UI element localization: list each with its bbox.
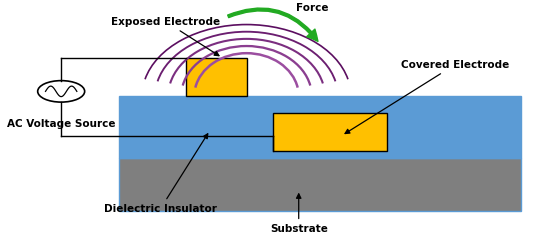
Text: Exposed Electrode: Exposed Electrode (111, 17, 220, 56)
Bar (273, 113, 387, 151)
Text: AC Voltage Source: AC Voltage Source (7, 119, 116, 129)
Text: Force: Force (296, 3, 328, 13)
Bar (186, 58, 246, 96)
Text: Substrate: Substrate (270, 194, 328, 234)
Text: Covered Electrode: Covered Electrode (345, 60, 509, 133)
Bar (119, 96, 521, 158)
FancyArrowPatch shape (228, 8, 318, 42)
Text: Dielectric Insulator: Dielectric Insulator (104, 134, 217, 214)
Bar (119, 158, 521, 211)
